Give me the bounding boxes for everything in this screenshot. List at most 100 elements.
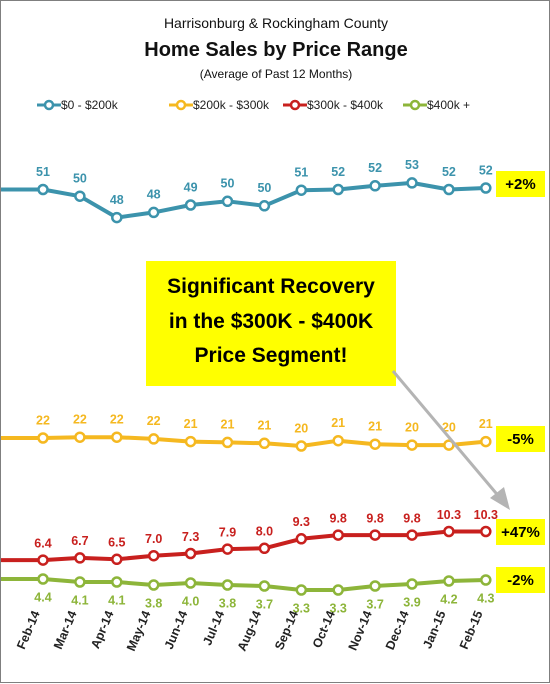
x-tick-label: Jan-15 xyxy=(420,609,448,651)
data-label: 4.3 xyxy=(477,591,494,605)
x-tick-label: Jun-14 xyxy=(162,609,191,652)
data-label: 22 xyxy=(147,414,161,428)
data-label: 3.8 xyxy=(219,596,236,610)
data-label: 4.1 xyxy=(108,593,125,607)
data-point xyxy=(369,180,381,192)
data-label: 21 xyxy=(184,417,198,431)
change-badge-label: -2% xyxy=(507,572,534,589)
callout-line-3: Price Segment! xyxy=(195,344,348,367)
data-point xyxy=(443,439,455,451)
data-point xyxy=(258,437,271,450)
data-label: 20 xyxy=(294,421,308,435)
change-badge-bg xyxy=(496,426,545,452)
callout-arrow-head xyxy=(490,487,510,510)
data-label: 10.3 xyxy=(474,508,498,522)
data-point xyxy=(332,434,344,447)
data-point xyxy=(480,182,492,194)
legend-label: $0 - $200k xyxy=(61,98,119,112)
data-label: 6.5 xyxy=(108,536,125,550)
change-badge-label: +2% xyxy=(505,176,535,193)
series-line-1 xyxy=(1,435,486,448)
data-label: 7.3 xyxy=(182,530,199,544)
x-tick-label: Apr-14 xyxy=(88,609,116,651)
data-point xyxy=(258,200,271,212)
data-point xyxy=(74,431,86,443)
data-label: 4.2 xyxy=(440,592,457,606)
data-label: 53 xyxy=(405,158,419,172)
data-point xyxy=(37,554,49,566)
change-badge-label: +47% xyxy=(501,524,540,541)
data-label: 9.3 xyxy=(293,515,310,529)
data-label: 49 xyxy=(184,180,198,194)
data-label: 21 xyxy=(257,419,271,433)
data-point xyxy=(406,578,418,590)
series-layer xyxy=(1,177,492,596)
chart-subtitle-top: Harrisonburg & Rockingham County xyxy=(164,15,388,31)
data-point xyxy=(111,576,123,588)
legend-swatch-marker xyxy=(289,99,301,111)
change-badge-bg xyxy=(496,171,545,197)
data-label: 52 xyxy=(331,165,345,179)
data-point xyxy=(406,529,418,541)
data-point xyxy=(295,440,308,452)
data-point xyxy=(480,435,492,448)
data-label: 22 xyxy=(36,413,50,427)
x-tick-label: Oct-14 xyxy=(310,609,338,650)
data-point xyxy=(74,552,86,564)
callout-arrow-line xyxy=(391,370,503,500)
data-label: 21 xyxy=(479,417,493,431)
legend: $0 - $200k $200k - $300k $300k - $400k $400… xyxy=(37,98,470,112)
data-point xyxy=(147,206,160,219)
legend-label: $300k - $400k xyxy=(307,98,384,112)
series-line-3 xyxy=(1,577,486,592)
legend-label: $400k + xyxy=(427,98,470,112)
data-label: 9.8 xyxy=(330,511,347,525)
data-label: 3.8 xyxy=(145,596,162,610)
data-label: 52 xyxy=(442,165,456,179)
data-point xyxy=(111,553,123,566)
data-label: 48 xyxy=(147,188,161,202)
labels-layer: 51 50 48 48 49 50 50 51 52 52 53 52 52 22 22 22 22 21 21 21… xyxy=(34,158,498,615)
data-label: 3.7 xyxy=(256,597,273,611)
data-point xyxy=(184,435,197,448)
legend-swatch-marker xyxy=(409,99,421,111)
x-axis: Feb-14 Mar-14 Apr-14 May-14 Jun-14 Jul-14 Aug-… xyxy=(14,609,485,654)
x-tick-label: Feb-14 xyxy=(14,609,43,652)
data-point xyxy=(184,199,197,211)
data-label: 4.1 xyxy=(71,593,88,607)
callout-line-1: Significant Recovery xyxy=(167,275,375,298)
data-point xyxy=(37,183,49,196)
data-point xyxy=(111,211,123,224)
data-label: 9.8 xyxy=(403,511,420,525)
data-label: 20 xyxy=(405,420,419,434)
legend-swatch-marker xyxy=(43,99,55,111)
chart-note: (Average of Past 12 Months) xyxy=(200,67,353,81)
data-point xyxy=(221,579,234,591)
data-label: 22 xyxy=(73,412,87,426)
data-label: 51 xyxy=(36,165,50,179)
series-line-2 xyxy=(1,529,486,563)
x-tick-label: Dec-14 xyxy=(383,609,412,652)
callout: Significant Recovery in the $300K - $400… xyxy=(146,261,510,510)
data-label: 21 xyxy=(221,418,235,432)
data-label: 4.0 xyxy=(182,594,199,608)
data-label: 50 xyxy=(221,177,235,191)
x-tick-label: Nov-14 xyxy=(346,609,375,653)
data-label: 3.3 xyxy=(330,601,347,615)
data-point xyxy=(332,529,344,541)
data-label: 21 xyxy=(368,419,382,433)
data-point xyxy=(480,525,492,538)
data-point xyxy=(443,575,455,587)
data-label: 6.7 xyxy=(71,534,88,548)
data-label: 10.3 xyxy=(437,508,461,522)
legend-swatch-marker xyxy=(175,99,187,111)
x-tick-label: May-14 xyxy=(124,609,153,654)
x-tick-label: Sep-14 xyxy=(272,609,301,652)
x-tick-label: Aug-14 xyxy=(235,609,264,654)
data-point xyxy=(147,579,160,591)
data-label: 50 xyxy=(257,181,271,195)
data-point xyxy=(221,543,234,555)
data-label: 21 xyxy=(331,416,345,430)
data-label: 4.4 xyxy=(34,590,51,604)
